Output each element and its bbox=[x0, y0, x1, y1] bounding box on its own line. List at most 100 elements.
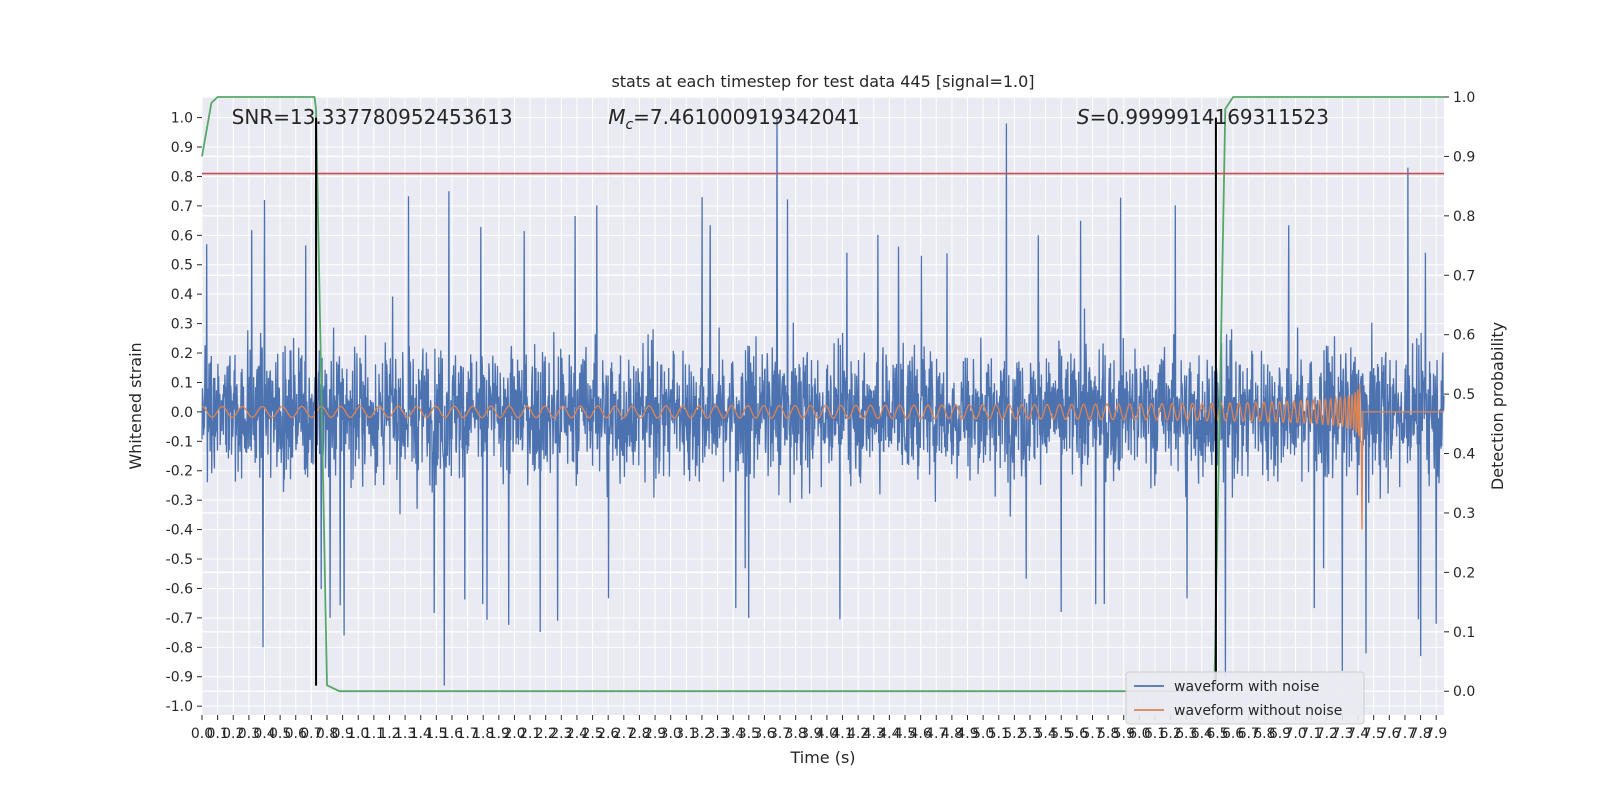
x-tick-label: 1.4 bbox=[410, 726, 432, 742]
y-tick-label: -0.6 bbox=[166, 581, 193, 597]
y-tick-label: 0.4 bbox=[171, 287, 193, 303]
y-tick-label: 0.6 bbox=[171, 228, 193, 244]
x-tick-label: 5.1 bbox=[988, 726, 1010, 742]
x-tick-label: 2.4 bbox=[566, 726, 588, 742]
y-tick-label: 0.8 bbox=[171, 169, 193, 185]
x-tick-label: 5.7 bbox=[1081, 726, 1103, 742]
x-tick-label: 4.8 bbox=[941, 726, 963, 742]
x-tick-label: 7.0 bbox=[1284, 726, 1306, 742]
x-tick-label: 0.4 bbox=[253, 726, 275, 742]
x-tick-label: 6.7 bbox=[1238, 726, 1260, 742]
x-tick-label: 7.8 bbox=[1409, 726, 1431, 742]
x-tick-label: 0.6 bbox=[285, 726, 307, 742]
x-tick-label: 6.5 bbox=[1206, 726, 1228, 742]
x-tick-label: 6.9 bbox=[1269, 726, 1291, 742]
x-tick-label: 6.0 bbox=[1128, 726, 1150, 742]
x-tick-label: 1.3 bbox=[394, 726, 416, 742]
y-axis-label: Whitened strain bbox=[126, 342, 145, 469]
y-tick-label: 0.9 bbox=[171, 140, 193, 156]
legend-box bbox=[1125, 671, 1365, 725]
x-tick-label: 5.8 bbox=[1097, 726, 1119, 742]
series-line-waveform-without-noise bbox=[202, 383, 1444, 530]
x-tick-label: 1.6 bbox=[441, 726, 463, 742]
reference-lines-layer bbox=[202, 117, 1444, 686]
annotation-layer: SNR=13.337780952453613 Mc=7.4610009193420… bbox=[232, 105, 1329, 133]
x-tick-label: 0.0 bbox=[191, 726, 213, 742]
annotation-0: SNR=13.337780952453613 bbox=[232, 105, 513, 129]
y-tick-label: -0.4 bbox=[166, 523, 193, 539]
legend: waveform with noise waveform without nois… bbox=[1125, 671, 1365, 725]
x-tick-label: 1.5 bbox=[425, 726, 447, 742]
x-tick-label: 3.0 bbox=[660, 726, 682, 742]
x-tick-label: 0.1 bbox=[206, 726, 228, 742]
x-tick-label: 2.6 bbox=[597, 726, 619, 742]
y-tick-label: -1.0 bbox=[166, 699, 193, 715]
x-tick-label: 1.1 bbox=[363, 726, 385, 742]
x-tick-label: 2.2 bbox=[535, 726, 557, 742]
series-line-detection-probability bbox=[201, 96, 1444, 693]
x-tick-label: 4.2 bbox=[847, 726, 869, 742]
annotation-2: S=0.9999914169311523 bbox=[1077, 105, 1329, 129]
x-tick-label: 1.9 bbox=[488, 726, 510, 742]
x-tick-label: 1.8 bbox=[472, 726, 494, 742]
x-tick-label: 2.8 bbox=[628, 726, 650, 742]
x-tick-label: 5.6 bbox=[1066, 726, 1088, 742]
x-tick-label: 5.9 bbox=[1113, 726, 1135, 742]
y-tick-label: -0.9 bbox=[166, 670, 193, 686]
x-tick-label: 0.8 bbox=[316, 726, 338, 742]
x-tick-label: 5.4 bbox=[1034, 726, 1056, 742]
annotation-1: Mc=7.461000919342041 bbox=[608, 105, 860, 133]
y2-tick-label: 0.1 bbox=[1453, 625, 1475, 641]
x-tick-label: 4.7 bbox=[925, 726, 947, 742]
y-tick-label: 0.3 bbox=[171, 317, 193, 333]
x-tick-label: 3.9 bbox=[800, 726, 822, 742]
x-tick-label: 6.1 bbox=[1144, 726, 1166, 742]
y-tick-label: -0.5 bbox=[166, 552, 193, 568]
x-tick-label: 7.7 bbox=[1394, 726, 1416, 742]
clean-waveform-layer bbox=[202, 383, 1444, 530]
x-tick-label: 4.0 bbox=[816, 726, 838, 742]
x-tick-label: 2.9 bbox=[644, 726, 666, 742]
x-tick-label: 3.3 bbox=[706, 726, 728, 742]
x-tick-label: 7.1 bbox=[1300, 726, 1322, 742]
x-tick-label: 6.6 bbox=[1222, 726, 1244, 742]
x-tick-label: 2.1 bbox=[519, 726, 541, 742]
x-tick-label: 3.5 bbox=[738, 726, 760, 742]
y-tick-label: 1.0 bbox=[171, 111, 193, 127]
x-tick-label: 3.7 bbox=[769, 726, 791, 742]
axis-layer: -1.0 -0.9 -0.8 -0.7 -0.6 -0.5 -0.4 -0.3 -0.2 -0.1… bbox=[166, 90, 1476, 742]
x-tick-label: 3.8 bbox=[785, 726, 807, 742]
x-tick-label: 1.0 bbox=[347, 726, 369, 742]
x-tick-label: 3.2 bbox=[691, 726, 713, 742]
y2-tick-label: 1.0 bbox=[1453, 90, 1475, 106]
y-tick-label: -0.2 bbox=[166, 464, 193, 480]
y2-tick-label: 0.4 bbox=[1453, 447, 1475, 463]
y2-tick-label: 0.3 bbox=[1453, 506, 1475, 522]
x-tick-label: 6.2 bbox=[1159, 726, 1181, 742]
chart-title: stats at each timestep for test data 445… bbox=[611, 72, 1034, 91]
legend-label: waveform without noise bbox=[1174, 703, 1342, 719]
y-tick-label: -0.8 bbox=[166, 640, 193, 656]
x-tick-label: 4.3 bbox=[863, 726, 885, 742]
x-tick-label: 2.7 bbox=[613, 726, 635, 742]
y-tick-label: 0.7 bbox=[171, 199, 193, 215]
x-tick-label: 6.3 bbox=[1175, 726, 1197, 742]
x-tick-label: 2.5 bbox=[581, 726, 603, 742]
x-tick-label: 5.5 bbox=[1050, 726, 1072, 742]
y2-tick-label: 0.6 bbox=[1453, 328, 1475, 344]
x-tick-label: 6.8 bbox=[1253, 726, 1275, 742]
x-tick-label: 7.4 bbox=[1347, 726, 1369, 742]
x-tick-label: 3.6 bbox=[753, 726, 775, 742]
x-tick-label: 7.2 bbox=[1316, 726, 1338, 742]
x-tick-label: 7.5 bbox=[1363, 726, 1385, 742]
x-tick-label: 4.4 bbox=[878, 726, 900, 742]
x-tick-label: 5.0 bbox=[972, 726, 994, 742]
y-tick-label: 0.2 bbox=[171, 346, 193, 362]
x-tick-label: 1.7 bbox=[456, 726, 478, 742]
x-tick-label: 1.2 bbox=[378, 726, 400, 742]
x-tick-label: 0.2 bbox=[222, 726, 244, 742]
x-tick-label: 4.9 bbox=[956, 726, 978, 742]
y-tick-label: -0.3 bbox=[166, 493, 193, 509]
y2-tick-label: 0.7 bbox=[1453, 268, 1475, 284]
